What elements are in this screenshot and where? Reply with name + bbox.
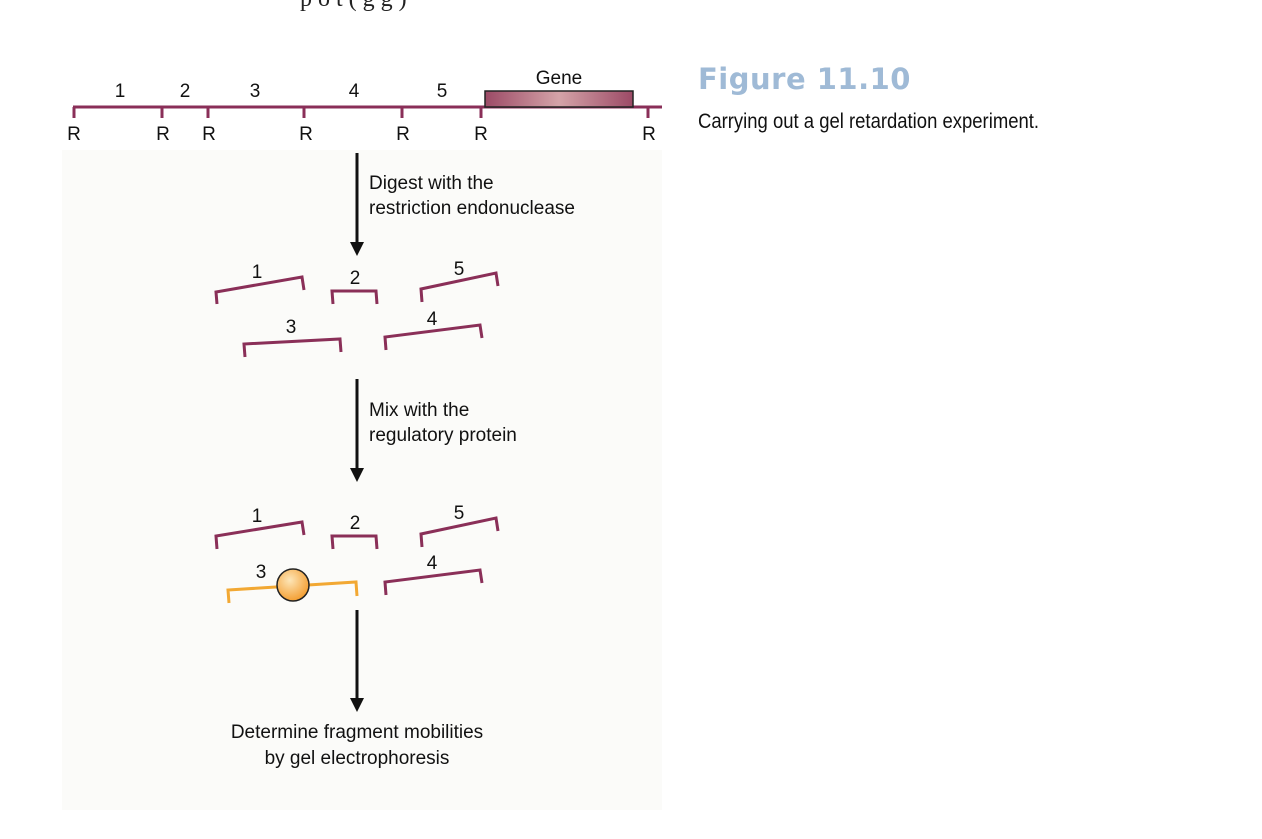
fragment-1 [214,275,306,305]
fragment-5 [419,516,500,548]
fragment-number-4: 4 [427,309,438,330]
segment-number-5: 5 [437,81,448,102]
restriction-site-label: R [642,124,656,145]
fragment-number-1: 1 [252,262,263,283]
figure-caption: Carrying out a gel retardation experimen… [698,110,1040,133]
fragment-number-5: 5 [454,259,465,280]
segment-number-2: 2 [180,81,191,102]
restriction-site-label: R [202,124,216,145]
fragment-4 [383,568,484,596]
segment-number-1: 1 [115,81,126,102]
step-gel-line1: Determine fragment mobilities [231,722,483,743]
restriction-site-label: R [156,124,170,145]
mixed-fragments [214,516,500,596]
step-mix-line1: Mix with the [369,400,469,421]
fragment-2 [330,289,379,305]
fragment-4 [383,323,484,351]
fragment-3 [242,337,343,358]
segment-number-4: 4 [349,81,360,102]
fragment-2 [330,534,379,550]
gene-label: Gene [536,68,582,89]
panel-background [62,150,662,810]
fragment-number-2: 2 [350,268,361,289]
step-mix-line2: regulatory protein [369,425,517,446]
fragment-number-2: 2 [350,513,361,534]
arrow-digest [350,153,364,256]
step-digest-line2: restriction endonuclease [369,198,575,219]
dna-map [72,105,662,118]
segment-number-3: 3 [250,81,261,102]
digested-fragments [214,271,500,358]
fragment-5 [419,271,500,303]
arrow-electrophoresis [350,610,364,712]
fragment-number-1: 1 [252,506,263,527]
arrow-mix [350,379,364,482]
restriction-site-label: R [67,124,81,145]
figure-title: Figure 11.10 [698,62,911,96]
fragment-number-5: 5 [454,503,465,524]
fragment-number-3: 3 [286,317,297,338]
gene-box [484,90,634,108]
fragment-number-4: 4 [427,553,438,574]
fragment-1 [214,520,306,550]
step-digest-line1: Digest with the [369,173,494,194]
restriction-site-label: R [299,124,313,145]
step-gel-line2: by gel electrophoresis [265,748,450,769]
regulatory-protein [276,568,310,602]
page-top-cut-text: p o t ( g g ) [300,0,407,13]
restriction-site-label: R [396,124,410,145]
fragment-number-3: 3 [256,562,267,583]
restriction-site-label: R [474,124,488,145]
